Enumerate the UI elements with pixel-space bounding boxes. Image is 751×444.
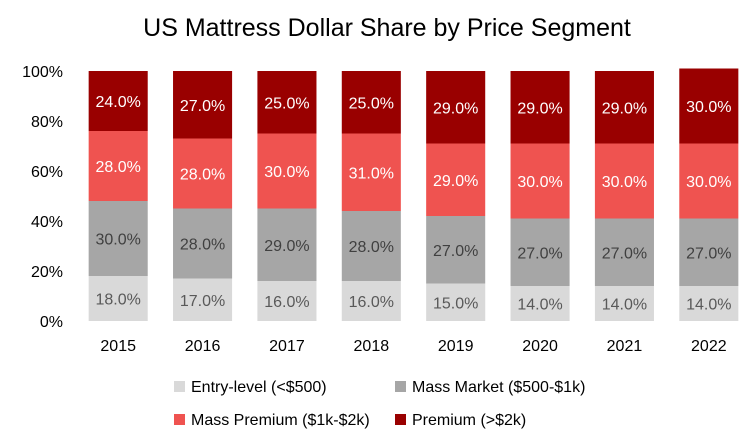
data-label: 15.0%: [433, 295, 478, 312]
bar-segment: [173, 138, 233, 209]
bar-segment: [257, 208, 317, 281]
x-tick-label: 2018: [354, 338, 390, 355]
bar-segment: [594, 71, 654, 144]
bar-segment: [510, 71, 570, 144]
bar-segment: [426, 283, 486, 321]
data-label: 30.0%: [686, 174, 731, 191]
x-tick-label: 2016: [185, 338, 221, 355]
y-tick-label: 0%: [40, 314, 63, 331]
x-tick-label: 2015: [100, 338, 136, 355]
chart-title: US Mattress Dollar Share by Price Segmen…: [143, 14, 631, 42]
y-tick-label: 40%: [31, 214, 63, 231]
x-axis: 2015 2016 2017 2018 2019 2020 2021 2022: [100, 338, 726, 355]
x-tick-label: 2020: [522, 338, 558, 355]
legend-label: Mass Market ($500-$1k): [412, 379, 585, 396]
bar-segment: [679, 68, 739, 144]
y-tick-label: 20%: [31, 264, 63, 281]
data-label: 29.0%: [602, 100, 647, 117]
data-label: 29.0%: [433, 173, 478, 190]
data-label: 27.0%: [433, 243, 478, 260]
legend-label: Entry-level (<$500): [191, 379, 327, 396]
bar-segment: [679, 143, 739, 219]
bar-segment: [426, 71, 486, 144]
legend: Entry-level (<$500) Mass Market ($500-$1k…: [174, 379, 585, 429]
data-label: 29.0%: [433, 100, 478, 117]
bar-segment: [257, 71, 317, 134]
data-label: 16.0%: [349, 294, 394, 311]
data-label: 30.0%: [686, 99, 731, 116]
legend-swatch: [174, 414, 185, 425]
data-label: 25.0%: [349, 95, 394, 112]
data-label: 14.0%: [686, 297, 731, 314]
data-label: 28.0%: [349, 239, 394, 256]
data-label: 31.0%: [349, 165, 394, 182]
bar-segment: [88, 71, 148, 131]
bar-segment: [173, 208, 233, 279]
data-label: 27.0%: [686, 245, 731, 262]
data-label: 28.0%: [180, 237, 225, 254]
data-label: 27.0%: [180, 98, 225, 115]
bar-segment: [257, 281, 317, 321]
data-label: 14.0%: [517, 297, 562, 314]
legend-swatch: [395, 381, 406, 392]
legend-label: Premium (>$2k): [412, 412, 526, 429]
bar-segment: [88, 131, 148, 201]
x-tick-label: 2019: [438, 338, 474, 355]
data-label: 29.0%: [517, 100, 562, 117]
bar-segment: [426, 216, 486, 284]
bar-segment: [173, 71, 233, 139]
data-label: 28.0%: [180, 167, 225, 184]
data-label: 24.0%: [96, 94, 141, 111]
data-label: 30.0%: [517, 174, 562, 191]
y-tick-label: 60%: [31, 164, 63, 181]
data-label: 30.0%: [264, 164, 309, 181]
bar-segment: [341, 133, 401, 211]
bar-segment: [341, 281, 401, 321]
bar-segment: [341, 211, 401, 281]
legend-label: Mass Premium ($1k-$2k): [191, 412, 370, 429]
bar-segment: [257, 133, 317, 209]
bar-segment: [88, 276, 148, 321]
bar-segment: [510, 218, 570, 286]
legend-swatch: [174, 381, 185, 392]
y-tick-label: 100%: [22, 64, 63, 81]
data-label: 30.0%: [96, 232, 141, 249]
x-tick-label: 2022: [691, 338, 727, 355]
bar-segment: [341, 71, 401, 134]
x-tick-label: 2021: [607, 338, 643, 355]
bar-segment: [510, 143, 570, 219]
data-label: 28.0%: [96, 159, 141, 176]
data-label: 16.0%: [264, 294, 309, 311]
y-axis: 0% 20% 40% 60% 80% 100%: [22, 64, 63, 331]
bar-segment: [426, 143, 486, 216]
bar-segment: [594, 218, 654, 286]
data-label: 25.0%: [264, 95, 309, 112]
data-label: 27.0%: [602, 245, 647, 262]
bar-segment: [594, 143, 654, 219]
bar-segment: [510, 286, 570, 321]
data-label: 27.0%: [517, 245, 562, 262]
bar-segment: [679, 218, 739, 286]
data-label: 29.0%: [264, 238, 309, 255]
data-label: 30.0%: [602, 174, 647, 191]
bar-segment: [594, 286, 654, 321]
legend-swatch: [395, 414, 406, 425]
y-tick-label: 80%: [31, 114, 63, 131]
bar-segment: [88, 201, 148, 276]
bar-segment: [173, 278, 233, 321]
bars: 18.0% 30.0% 28.0% 24.0% 17.0% 28.0% 28.0% 27.0%…: [88, 68, 739, 321]
x-tick-label: 2017: [269, 338, 305, 355]
data-label: 14.0%: [602, 297, 647, 314]
data-label: 18.0%: [96, 292, 141, 309]
data-label: 17.0%: [180, 293, 225, 310]
bar-segment: [679, 286, 739, 321]
